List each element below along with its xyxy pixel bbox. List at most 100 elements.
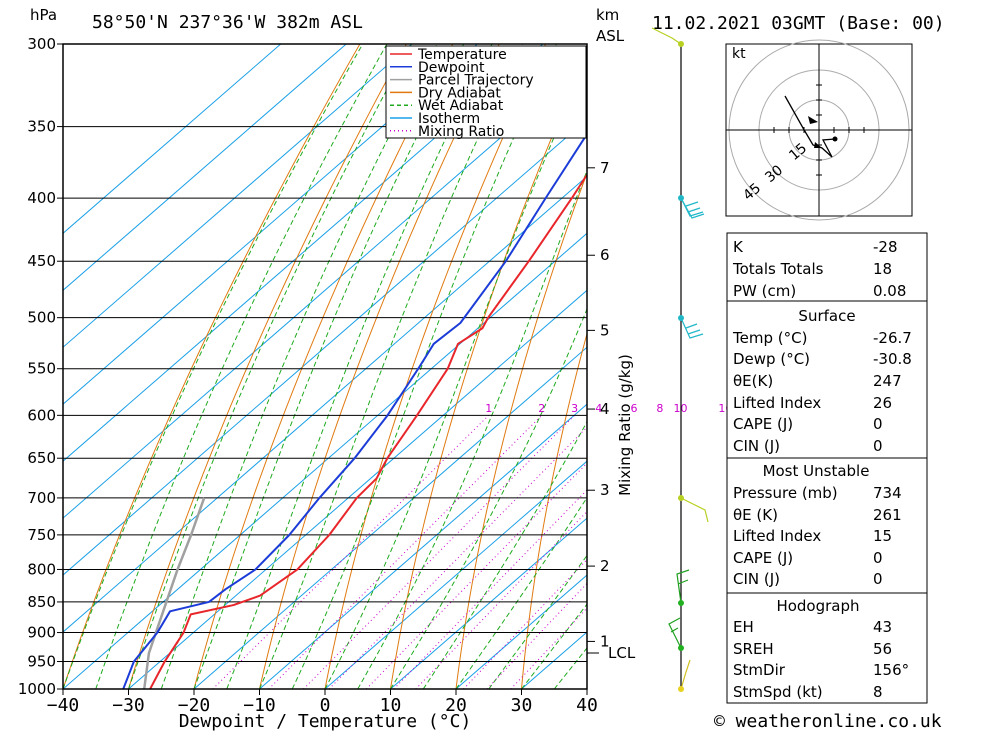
pressure-tick-label: 700	[27, 489, 56, 507]
surface-table: Surface Temp (°C) -26.7 Dewp (°C) -30.8 …	[726, 300, 928, 459]
dry-adiabat-line	[193, 44, 454, 689]
x-tick-label: 10	[380, 695, 402, 716]
most-unstable-title: Most Unstable	[763, 462, 870, 480]
mu-theta-label: θE (K)	[733, 506, 778, 524]
pressure-tick-label: 750	[27, 526, 56, 544]
wind-dot-500	[678, 315, 684, 321]
surface-cape-label: CAPE (J)	[733, 415, 793, 433]
isotherm-line	[128, 289, 587, 689]
legend-entry: Dry Adiabat	[418, 85, 501, 101]
dry-adiabat-line	[586, 680, 587, 689]
wet-adiabat-line	[455, 496, 587, 689]
hodograph-arrow-1	[808, 116, 818, 124]
height-tick-label: 7	[600, 159, 610, 177]
isotherm-line	[63, 44, 347, 291]
isotherm-line	[63, 175, 587, 633]
dry-adiabat-line	[324, 44, 547, 689]
legend-box	[385, 45, 587, 139]
mixing-ratio-label: 3	[571, 402, 578, 415]
pressure-tick-label: 550	[27, 360, 56, 378]
hodograph-arrow-2	[814, 142, 822, 148]
isotherm-line	[63, 118, 587, 576]
surface-temp-value: -26.7	[873, 329, 912, 347]
dry-adiabat-line	[128, 44, 407, 689]
legend-entry: Mixing Ratio	[418, 124, 504, 140]
indices-table: K -28 Totals Totals 18 PW (cm) 0.08	[726, 232, 928, 302]
pressure-tick-label: 900	[27, 624, 56, 642]
legend-entry: Dewpoint	[418, 60, 485, 76]
isotherm-line	[63, 44, 478, 405]
indices-box	[726, 232, 928, 302]
wind-dot-925	[678, 645, 684, 651]
isobar-lines	[63, 43, 587, 690]
wet-adiabat-line	[259, 44, 523, 689]
x-tick-label: 40	[576, 695, 598, 716]
most-unstable-box	[726, 457, 928, 594]
pw-label: PW (cm)	[733, 282, 796, 300]
dry-adiabat-line	[390, 53, 587, 689]
pressure-tick-label: 350	[27, 118, 56, 136]
sreh-label: SREH	[733, 640, 774, 658]
wind-dot-300	[678, 41, 684, 47]
eh-label: EH	[733, 618, 754, 636]
hodograph: kt 15 30 45	[725, 39, 913, 221]
surface-theta-label: θE(K)	[733, 372, 773, 390]
mixing-ratio-line	[328, 426, 587, 689]
legend-entry: Parcel Trajectory	[418, 73, 534, 89]
mixing-ratio-label: 6	[630, 402, 637, 415]
surface-dewp-label: Dewp (°C)	[733, 350, 810, 368]
dry-adiabat-line	[63, 44, 361, 689]
height-tick-label: 1	[600, 632, 610, 650]
isotherm-line	[63, 44, 282, 235]
hodograph-table-title: Hodograph	[776, 597, 859, 615]
isotherm-line	[390, 517, 587, 689]
asl-unit-label: ASL	[596, 27, 625, 45]
mu-cin-value: 0	[873, 570, 883, 588]
wet-adiabat-line	[324, 59, 587, 689]
pressure-tick-label: 850	[27, 593, 56, 611]
mu-pressure-label: Pressure (mb)	[733, 484, 838, 502]
temperature-line	[149, 172, 587, 689]
stmspd-value: 8	[873, 683, 883, 701]
wind-barb-925	[668, 617, 682, 649]
most-unstable-table: Most Unstable Pressure (mb) 734 θE (K) 2…	[726, 457, 928, 594]
legend-entry: Temperature	[417, 47, 507, 63]
wet-adiabat-line	[128, 44, 413, 689]
pw-value: 0.08	[873, 282, 906, 300]
x-tick-label: 20	[445, 695, 467, 716]
location-title: 58°50'N 237°36'W 382m ASL	[92, 12, 363, 33]
dry-adiabat-line	[259, 44, 500, 689]
legend-entry: Isotherm	[418, 111, 480, 127]
stmspd-label: StmSpd (kt)	[733, 683, 823, 701]
isotherm-line	[63, 61, 587, 519]
legend-entry: Wet Adiabat	[418, 98, 504, 114]
wind-dot-700	[678, 495, 684, 501]
isotherm-line	[63, 232, 587, 689]
wind-dot-400	[678, 195, 684, 201]
parcel-trajectory-line	[142, 497, 206, 689]
wet-adiabat-line	[357, 169, 587, 689]
temperature-axis: −40 −30 −20 −10 0 10 20 30 40	[47, 689, 598, 716]
wind-dot-850	[678, 600, 684, 606]
mixing-ratio-label: 1	[485, 402, 492, 415]
wet-adiabat-line	[95, 44, 388, 689]
x-tick-label: −40	[47, 695, 80, 716]
height-tick-label: 3	[600, 481, 610, 499]
pressure-tick-label: 450	[27, 252, 56, 270]
mixing-ratio-line	[268, 414, 543, 689]
x-tick-label: 0	[320, 695, 331, 716]
height-tick-label: 6	[600, 246, 610, 264]
stmdir-value: 156°	[873, 661, 909, 679]
isotherm-line	[455, 574, 587, 689]
mixing-ratio-label: 2	[538, 402, 545, 415]
copyright-footer[interactable]: © weatheronline.co.uk	[714, 711, 942, 732]
sreh-value: 56	[873, 640, 892, 658]
wind-dot-1000	[678, 686, 684, 692]
mu-cin-label: CIN (J)	[733, 570, 780, 588]
wet-adiabat-line	[160, 44, 438, 689]
x-axis-title: Dewpoint / Temperature (°C)	[179, 711, 472, 732]
mixing-ratio-label: 4	[595, 402, 602, 415]
surface-temp-label: Temp (°C)	[732, 329, 807, 347]
wet-adiabat-line	[521, 603, 587, 689]
